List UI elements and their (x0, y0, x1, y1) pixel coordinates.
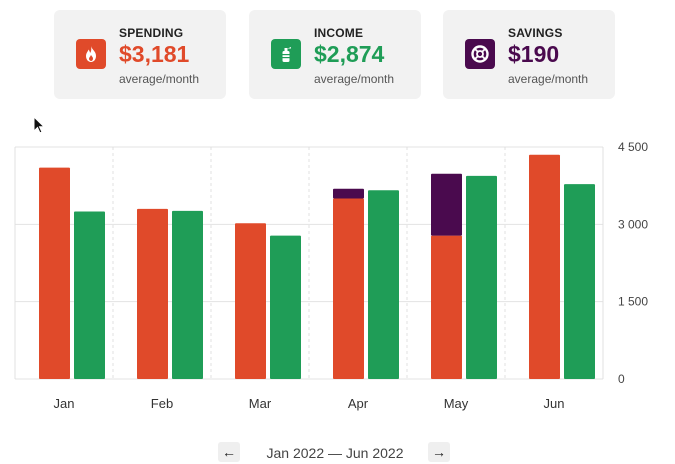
bar-savings (431, 173, 462, 236)
arrow-left-icon: ← (222, 444, 236, 460)
bar-spending (431, 235, 462, 379)
bar-income (368, 190, 399, 379)
date-range-pager: ← Jan 2022 — Jun 2022 → (0, 442, 675, 464)
income-card: INCOME $2,874 average/month (249, 10, 421, 99)
y-tick-label: 0 (618, 372, 625, 386)
spending-value: $3,181 (119, 41, 190, 67)
y-tick-label: 1 500 (618, 295, 648, 309)
mouse-pointer-icon (33, 115, 47, 141)
income-value: $2,874 (314, 41, 385, 67)
income-label: INCOME (314, 26, 364, 40)
next-period-button[interactable]: → (428, 442, 450, 462)
x-tick-label: Jun (544, 396, 565, 411)
spending-label: SPENDING (119, 26, 184, 40)
lifebuoy-icon (465, 39, 495, 69)
bar-spending (137, 208, 168, 379)
bar-savings (333, 188, 364, 199)
y-tick-label: 4 500 (618, 140, 648, 154)
bar-chart: 4 500 3 000 1 500 0 Jan Feb Mar Apr May Jun (14, 140, 648, 411)
x-tick-label: Feb (151, 396, 173, 411)
x-tick-label: Mar (249, 396, 272, 411)
x-tick-label: May (444, 396, 469, 411)
date-range-label: Jan 2022 — Jun 2022 (266, 445, 404, 461)
x-tick-label: Jan (54, 396, 75, 411)
y-tick-label: 3 000 (618, 217, 648, 231)
savings-label: SAVINGS (508, 26, 563, 40)
bar-spending (529, 154, 560, 379)
flame-icon (76, 39, 106, 69)
previous-period-button[interactable]: ← (218, 442, 240, 462)
bar-income (564, 184, 595, 379)
bar-spending (235, 223, 266, 379)
bar-income (466, 175, 497, 379)
bar-income (172, 210, 203, 379)
savings-value: $190 (508, 41, 560, 67)
x-tick-label: Apr (348, 396, 369, 411)
spending-subtitle: average/month (119, 72, 200, 86)
bar-spending (39, 167, 70, 379)
savings-card: SAVINGS $190 average/month (443, 10, 615, 99)
bar-spending (333, 198, 364, 379)
savings-subtitle: average/month (508, 72, 589, 86)
fire-extinguisher-icon (271, 39, 301, 69)
bar-income (74, 211, 105, 379)
income-subtitle: average/month (314, 72, 395, 86)
arrow-right-icon: → (432, 444, 446, 460)
spending-card: SPENDING $3,181 average/month (54, 10, 226, 99)
bar-income (270, 235, 301, 379)
